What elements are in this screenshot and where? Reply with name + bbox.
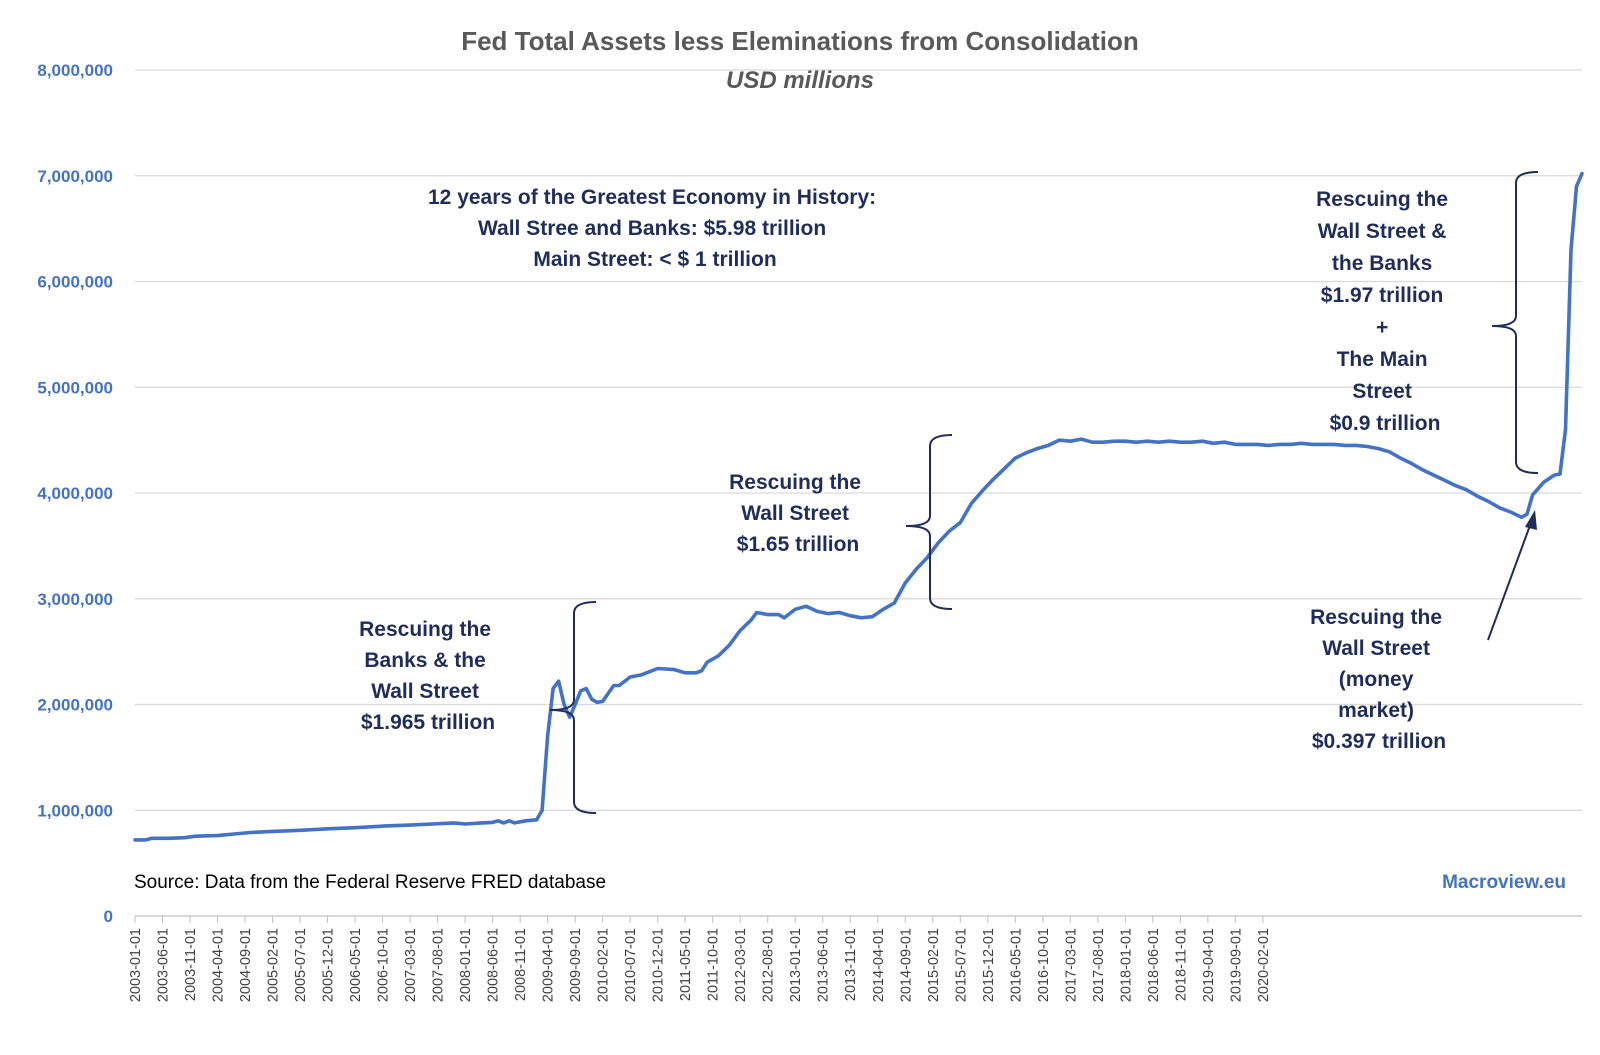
- x-tick-label: 2018-11-01: [1173, 928, 1189, 1001]
- brace-2010: [905, 434, 953, 610]
- headline-annotation: 12 years of the Greatest Economy in Hist…: [428, 186, 882, 271]
- brace-2008: [549, 601, 597, 814]
- brand-label: Macroview.eu: [1442, 872, 1566, 893]
- rescue-2019-line-4: market): [1338, 699, 1414, 722]
- arrow-2019-head: [1525, 510, 1537, 530]
- x-tick-label: 2020-02-01: [1256, 928, 1272, 1002]
- x-tick-label: 2005-07-01: [293, 928, 309, 1002]
- x-tick-label: 2012-08-01: [761, 928, 777, 1002]
- arrow-2019: [1487, 519, 1533, 641]
- rescue-2008-line-3: Wall Street: [371, 680, 479, 703]
- x-tick-label: 2010-02-01: [596, 928, 612, 1002]
- rescue-2020-line-2: Wall Street &: [1318, 220, 1447, 243]
- rescue-2020-line-4: $1.97 trillion: [1321, 284, 1444, 307]
- x-tick-label: 2009-04-01: [541, 928, 557, 1002]
- x-tick-label: 2019-04-01: [1201, 928, 1217, 1002]
- x-tick-label: 2013-11-01: [843, 928, 859, 1001]
- x-tick-label: 2010-12-01: [651, 928, 667, 1002]
- rescue-2010-line-1: Rescuing the: [729, 471, 861, 494]
- rescue-2020-line-1: Rescuing the: [1316, 188, 1448, 211]
- rescue-2019-line-1: Rescuing the: [1310, 606, 1442, 629]
- x-tick-label: 2008-11-01: [513, 928, 529, 1001]
- rescue-2019-line-2: Wall Street: [1322, 637, 1430, 660]
- headline-line-3: Main Street: < $ 1 trillion: [533, 248, 776, 271]
- x-tick-label: 2008-06-01: [486, 928, 502, 1002]
- y-tick-label: 0: [104, 907, 113, 926]
- rescue-2008-line-2: Banks & the: [364, 649, 485, 672]
- rescue-2019-line-3: (money: [1339, 668, 1414, 691]
- x-tick-label: 2011-10-01: [706, 928, 722, 1001]
- y-tick-label: 6,000,000: [37, 273, 113, 292]
- x-tick-label: 2014-04-01: [871, 928, 887, 1002]
- x-tick-label: 2008-01-01: [458, 928, 474, 1002]
- rescue-2020-line-3: the Banks: [1332, 252, 1432, 275]
- x-tick-label: 2018-01-01: [1118, 928, 1134, 1002]
- rescue-2008-line-1: Rescuing the: [359, 618, 491, 641]
- x-tick-label: 2013-06-01: [816, 928, 832, 1002]
- rescue-2008-line-4: $1.965 trillion: [361, 711, 495, 734]
- x-tick-label: 2009-09-01: [568, 928, 584, 1002]
- rescue-2010-annotation: Rescuing the Wall Street $1.65 trillion: [729, 471, 867, 556]
- source-note: Source: Data from the Federal Reserve FR…: [134, 872, 606, 893]
- rescue-2019-line-5: $0.397 trillion: [1312, 730, 1446, 753]
- rescue-2020-line-6: The Main: [1337, 348, 1428, 371]
- x-tick-label: 2014-09-01: [898, 928, 914, 1002]
- x-tick-label: 2004-09-01: [238, 928, 254, 1002]
- chart-title: Fed Total Assets less Eleminations from …: [461, 26, 1139, 56]
- x-tick-label: 2005-02-01: [266, 928, 282, 1002]
- x-tick-label: 2006-10-01: [376, 928, 392, 1002]
- x-tick-label: 2003-01-01: [128, 928, 144, 1002]
- rescue-2019-annotation: Rescuing the Wall Street (money market) …: [1310, 606, 1448, 753]
- x-tick-label: 2003-06-01: [156, 928, 172, 1002]
- y-tick-label: 4,000,000: [37, 484, 113, 503]
- x-tick-label: 2015-02-01: [926, 928, 942, 1002]
- x-tick-label: 2006-05-01: [348, 928, 364, 1002]
- rescue-2020-line-5: +: [1376, 316, 1388, 339]
- rescue-2010-line-3: $1.65 trillion: [737, 533, 860, 556]
- rescue-2008-annotation: Rescuing the Banks & the Wall Street $1.…: [359, 618, 497, 734]
- x-tick-label: 2018-06-01: [1146, 928, 1162, 1002]
- x-tick-label: 2015-12-01: [981, 928, 997, 1002]
- brace-2020: [1491, 171, 1539, 474]
- x-tick-label: 2007-08-01: [431, 928, 447, 1002]
- x-tick-label: 2016-05-01: [1008, 928, 1024, 1002]
- x-axis: 2003-01-01 2003-06-01 2003-11-01 2004-04-01…: [128, 915, 1582, 1002]
- x-tick-label: 2017-08-01: [1091, 928, 1107, 1002]
- x-tick-label: 2003-11-01: [183, 928, 199, 1001]
- x-tick-label: 2010-07-01: [623, 928, 639, 1002]
- x-tick-label: 2015-07-01: [953, 928, 969, 1002]
- chart-subtitle: USD millions: [726, 67, 874, 94]
- y-tick-label: 1,000,000: [37, 801, 113, 820]
- y-tick-label: 5,000,000: [37, 378, 113, 397]
- rescue-2020-line-7: Street: [1352, 380, 1412, 403]
- x-tick-label: 2005-12-01: [321, 928, 337, 1002]
- x-tick-label: 2011-05-01: [678, 928, 694, 1001]
- x-tick-label: 2007-03-01: [403, 928, 419, 1002]
- rescue-2020-line-8: $0.9 trillion: [1330, 412, 1441, 435]
- y-tick-label: 7,000,000: [37, 167, 113, 186]
- x-tick-label: 2019-09-01: [1228, 928, 1244, 1002]
- rescue-2010-line-2: Wall Street: [741, 502, 849, 525]
- x-tick-label: 2016-10-01: [1036, 928, 1052, 1002]
- x-tick-label: 2013-01-01: [788, 928, 804, 1002]
- rescue-2020-annotation: Rescuing the Wall Street & the Banks $1.…: [1316, 188, 1454, 435]
- series-line: [133, 171, 1584, 842]
- headline-line-2: Wall Stree and Banks: $5.98 trillion: [478, 217, 826, 240]
- y-tick-label: 8,000,000: [37, 61, 113, 80]
- headline-line-1: 12 years of the Greatest Economy in Hist…: [428, 186, 876, 209]
- gridlines: [135, 69, 1582, 811]
- x-tick-label: 2017-03-01: [1063, 928, 1079, 1002]
- y-axis: 0 1,000,000 2,000,000 3,000,000 4,000,000 5,0…: [37, 61, 113, 926]
- x-tick-label: 2004-04-01: [211, 928, 227, 1002]
- y-tick-label: 2,000,000: [37, 696, 113, 715]
- y-tick-label: 3,000,000: [37, 590, 113, 609]
- x-tick-label: 2012-03-01: [733, 928, 749, 1002]
